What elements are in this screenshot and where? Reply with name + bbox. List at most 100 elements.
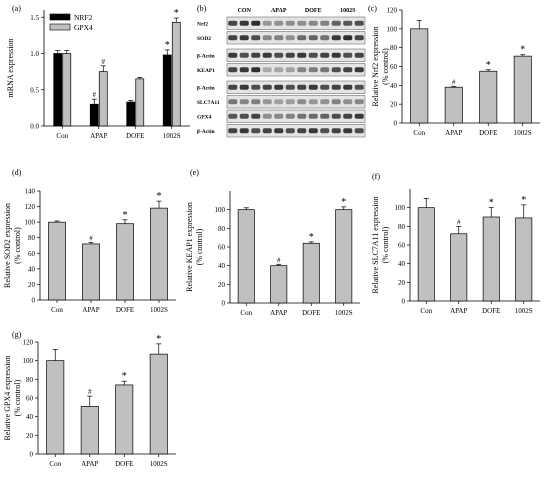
x-tick-label: 1002S (515, 307, 533, 315)
blot-band (354, 52, 364, 58)
bar-gpx4 (171, 21, 181, 127)
blot-band (262, 35, 272, 41)
blot-band (285, 113, 295, 119)
bar (116, 223, 134, 301)
blot-band (343, 35, 353, 41)
blot-band (331, 84, 341, 90)
x-tick-label: APAP (81, 460, 98, 468)
blot-band (320, 67, 330, 73)
blot-band (285, 128, 295, 134)
x-tick-label: APAP (270, 309, 287, 317)
y-tick-label: 40 (218, 262, 226, 270)
y-tick-label: 0 (222, 300, 226, 308)
blot-strip (226, 31, 366, 45)
x-tick-label: Con (240, 309, 252, 317)
panel-label-b: (b) (197, 4, 207, 13)
blot-band (274, 99, 284, 105)
y-tick-label: 0 (30, 451, 34, 459)
blot-band (228, 113, 238, 119)
blot-band (320, 52, 330, 58)
blot-band (251, 113, 261, 119)
chart-gpx4-relative: 0 20 40 60 80 100 120 Con APAP DOFE 1002S Relative … (3, 334, 176, 468)
significance-mark: * (123, 210, 128, 221)
panel-label-d: (d) (12, 168, 22, 177)
blot-band (262, 20, 272, 26)
x-tick-label: DOFE (126, 132, 144, 140)
panel-label-c: (c) (368, 4, 377, 13)
y-tick-label: 120 (23, 339, 34, 347)
bar (417, 207, 435, 302)
bar-gpx4 (135, 78, 145, 127)
blot-band (274, 67, 284, 73)
y-tick-label: 80 (390, 44, 398, 52)
y-tick-label: 60 (26, 395, 34, 403)
blot-band (331, 35, 341, 41)
x-tick-label: 1002S (150, 306, 168, 314)
legend-swatch-nrf2 (49, 13, 71, 21)
blot-band (320, 35, 330, 41)
x-tick-label: DOFE (479, 129, 497, 137)
blot-band (354, 67, 364, 73)
blot-band (251, 84, 261, 90)
bar (479, 70, 498, 124)
panel-label-g: (g) (12, 330, 22, 339)
y-tick-label: 20 (28, 281, 36, 289)
blot-strip (226, 80, 366, 94)
bar (46, 360, 65, 455)
legend-label-gpx4: GPX4 (74, 23, 93, 32)
blot-row-label: β-Actin (197, 129, 215, 135)
significance-mark: * (156, 334, 161, 345)
significance-mark: # (89, 234, 93, 242)
blot-band (343, 67, 353, 73)
blot-band (297, 67, 307, 73)
y-axis-label: (% control) (13, 379, 22, 416)
blot-band (262, 113, 272, 119)
blot-band (239, 52, 249, 58)
blot-row-label: GPX4 (197, 114, 212, 120)
blot-strip (226, 109, 366, 123)
blot-band (228, 20, 238, 26)
bar-nrf2 (89, 103, 99, 127)
bar (237, 209, 255, 304)
x-tick-label: DOFE (482, 307, 500, 315)
y-axis-label: Relative GPX4 expression (3, 356, 12, 441)
blot-band (354, 84, 364, 90)
x-tick-label: Con (56, 132, 68, 140)
bar (410, 28, 429, 124)
blot-band (239, 113, 249, 119)
y-tick-label: 140 (25, 188, 36, 196)
y-tick-label: 20 (390, 101, 398, 109)
y-axis-label: Relative SOD2 expression (3, 203, 12, 288)
bar (450, 233, 468, 302)
blot-band (274, 128, 284, 134)
x-tick-label: APAP (445, 129, 462, 137)
significance-mark: # (277, 256, 281, 264)
blot-band (274, 20, 284, 26)
blot-band (354, 20, 364, 26)
y-tick-label: 80 (218, 225, 226, 233)
blot-band (343, 99, 353, 105)
y-tick-label: 100 (395, 204, 406, 212)
blot-band (262, 52, 272, 58)
y-tick-label: 1.5 (30, 14, 39, 22)
bar-gpx4 (62, 53, 72, 127)
blot-band (297, 99, 307, 105)
y-tick-label: 20 (26, 432, 34, 440)
blot-band (331, 20, 341, 26)
bar (513, 55, 532, 124)
bar-nrf2 (53, 53, 63, 127)
y-axis-label: Relative SLC7A11 expression (371, 196, 380, 293)
x-tick-label: Con (49, 460, 61, 468)
y-axis-label: (% control) (381, 226, 390, 263)
bar (149, 353, 168, 455)
blot-band (285, 84, 295, 90)
blot-band (308, 99, 318, 105)
blot-band (331, 67, 341, 73)
y-tick-label: 80 (28, 234, 36, 242)
bar-nrf2 (162, 54, 172, 127)
blot-band (308, 128, 318, 134)
blot-strip (226, 124, 366, 138)
blot-band (274, 113, 284, 119)
blot-column-label: DOFE (305, 8, 322, 14)
blot-band (343, 128, 353, 134)
